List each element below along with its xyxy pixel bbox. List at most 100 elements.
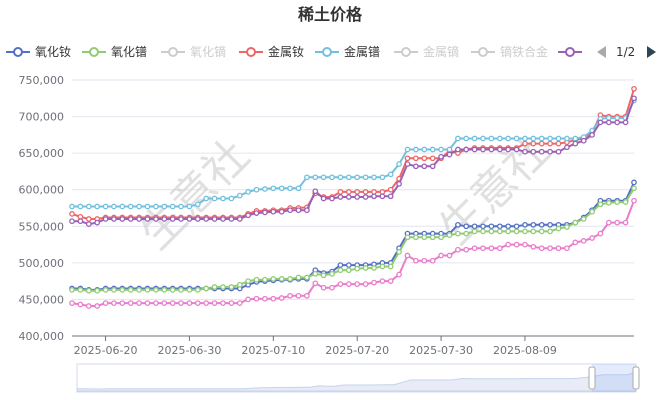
data-point[interactable]: [413, 155, 419, 162]
data-point[interactable]: [597, 230, 604, 237]
data-point[interactable]: [354, 189, 361, 195]
data-point[interactable]: [144, 216, 151, 222]
data-point[interactable]: [211, 216, 218, 222]
data-point[interactable]: [211, 284, 218, 290]
data-point[interactable]: [245, 278, 251, 284]
data-point[interactable]: [522, 221, 528, 228]
data-point[interactable]: [77, 213, 84, 220]
data-point[interactable]: [480, 245, 486, 252]
data-point[interactable]: [622, 219, 629, 226]
legend-item[interactable]: 金属镝: [394, 44, 459, 59]
data-point[interactable]: [127, 216, 134, 222]
data-point[interactable]: [496, 228, 503, 235]
data-point[interactable]: [203, 285, 210, 292]
data-point[interactable]: [538, 135, 545, 142]
data-point[interactable]: [111, 216, 117, 222]
data-point[interactable]: [236, 300, 243, 306]
data-point[interactable]: [404, 252, 411, 259]
data-point[interactable]: [329, 195, 335, 202]
data-point[interactable]: [312, 280, 319, 287]
data-point[interactable]: [496, 223, 503, 230]
data-point[interactable]: [194, 287, 201, 293]
data-point[interactable]: [362, 281, 369, 287]
data-point[interactable]: [119, 203, 126, 210]
data-point[interactable]: [513, 241, 520, 248]
data-point[interactable]: [614, 119, 621, 126]
data-point[interactable]: [136, 300, 142, 306]
data-point[interactable]: [345, 267, 352, 274]
data-point[interactable]: [530, 148, 537, 155]
data-point[interactable]: [178, 300, 184, 306]
data-point[interactable]: [429, 163, 436, 170]
data-point[interactable]: [169, 300, 176, 306]
data-point[interactable]: [220, 216, 226, 222]
data-point[interactable]: [345, 174, 352, 181]
data-point[interactable]: [438, 234, 444, 241]
data-point[interactable]: [538, 148, 545, 155]
data-point[interactable]: [379, 193, 386, 200]
data-point[interactable]: [295, 292, 302, 299]
data-point[interactable]: [463, 146, 470, 153]
data-point[interactable]: [538, 228, 545, 235]
data-point[interactable]: [547, 245, 553, 252]
data-point[interactable]: [622, 119, 629, 126]
data-point[interactable]: [345, 189, 352, 195]
data-point[interactable]: [320, 195, 327, 202]
data-point[interactable]: [245, 189, 251, 195]
data-point[interactable]: [513, 223, 520, 230]
data-point[interactable]: [614, 219, 621, 226]
data-point[interactable]: [421, 163, 428, 170]
data-point[interactable]: [127, 300, 134, 306]
data-point[interactable]: [270, 208, 277, 215]
data-point[interactable]: [455, 221, 461, 228]
data-point[interactable]: [631, 85, 637, 92]
data-point[interactable]: [429, 155, 436, 162]
data-point[interactable]: [438, 252, 444, 259]
data-point[interactable]: [312, 270, 319, 277]
data-point[interactable]: [371, 174, 377, 181]
data-point[interactable]: [379, 278, 386, 284]
data-point[interactable]: [371, 189, 377, 195]
data-point[interactable]: [161, 287, 168, 293]
data-point[interactable]: [488, 146, 495, 153]
data-point[interactable]: [278, 276, 285, 282]
data-point[interactable]: [136, 216, 142, 222]
data-point[interactable]: [245, 296, 251, 303]
data-point[interactable]: [480, 228, 486, 235]
data-point[interactable]: [496, 245, 503, 252]
data-point[interactable]: [262, 186, 268, 192]
data-point[interactable]: [622, 199, 629, 205]
data-point[interactable]: [85, 221, 92, 227]
data-zoom-slider[interactable]: [76, 363, 640, 393]
data-point[interactable]: [530, 135, 537, 142]
data-point[interactable]: [564, 135, 570, 142]
data-point[interactable]: [94, 203, 101, 210]
data-point[interactable]: [270, 276, 277, 282]
data-point[interactable]: [496, 135, 503, 142]
data-point[interactable]: [262, 209, 268, 216]
data-point[interactable]: [169, 216, 176, 222]
data-point[interactable]: [614, 199, 621, 205]
data-point[interactable]: [555, 245, 562, 252]
data-point[interactable]: [413, 234, 419, 241]
data-point[interactable]: [262, 276, 268, 283]
data-point[interactable]: [362, 194, 369, 200]
data-point[interactable]: [354, 194, 361, 200]
data-point[interactable]: [555, 135, 562, 142]
data-point[interactable]: [329, 270, 335, 277]
data-point[interactable]: [446, 146, 453, 153]
data-point[interactable]: [111, 203, 117, 210]
data-point[interactable]: [186, 216, 193, 222]
data-point[interactable]: [262, 295, 268, 302]
data-point[interactable]: [480, 135, 486, 142]
data-point[interactable]: [186, 203, 193, 210]
data-point[interactable]: [77, 287, 84, 293]
data-point[interactable]: [446, 252, 453, 259]
data-point[interactable]: [270, 295, 277, 302]
data-point[interactable]: [320, 174, 327, 181]
data-point[interactable]: [555, 140, 562, 147]
data-point[interactable]: [278, 208, 285, 215]
data-point[interactable]: [295, 185, 302, 192]
data-point[interactable]: [69, 203, 75, 210]
data-point[interactable]: [605, 200, 612, 206]
